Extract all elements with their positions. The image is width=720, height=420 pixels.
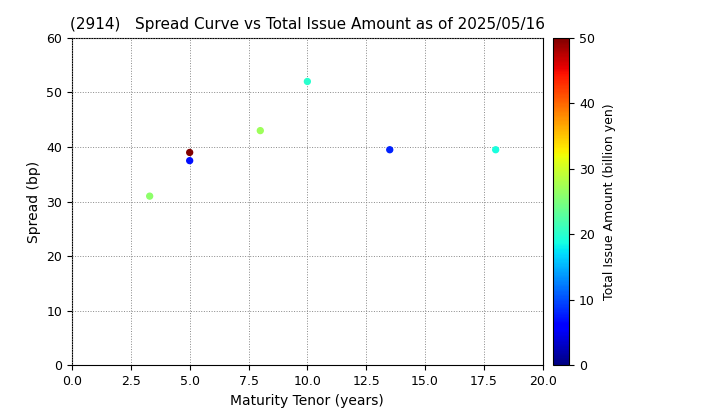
Point [184, 158, 195, 164]
X-axis label: Maturity Tenor (years): Maturity Tenor (years) [230, 394, 384, 408]
Point [144, 193, 156, 199]
Y-axis label: Total Issue Amount (billion yen): Total Issue Amount (billion yen) [603, 103, 616, 300]
Point [255, 127, 266, 134]
Y-axis label: Spread (bp): Spread (bp) [27, 160, 41, 243]
Point [302, 78, 313, 85]
Point [384, 147, 395, 153]
Title: (2914)   Spread Curve vs Total Issue Amount as of 2025/05/16: (2914) Spread Curve vs Total Issue Amoun… [70, 18, 545, 32]
Point [184, 149, 195, 156]
Point [490, 147, 501, 153]
